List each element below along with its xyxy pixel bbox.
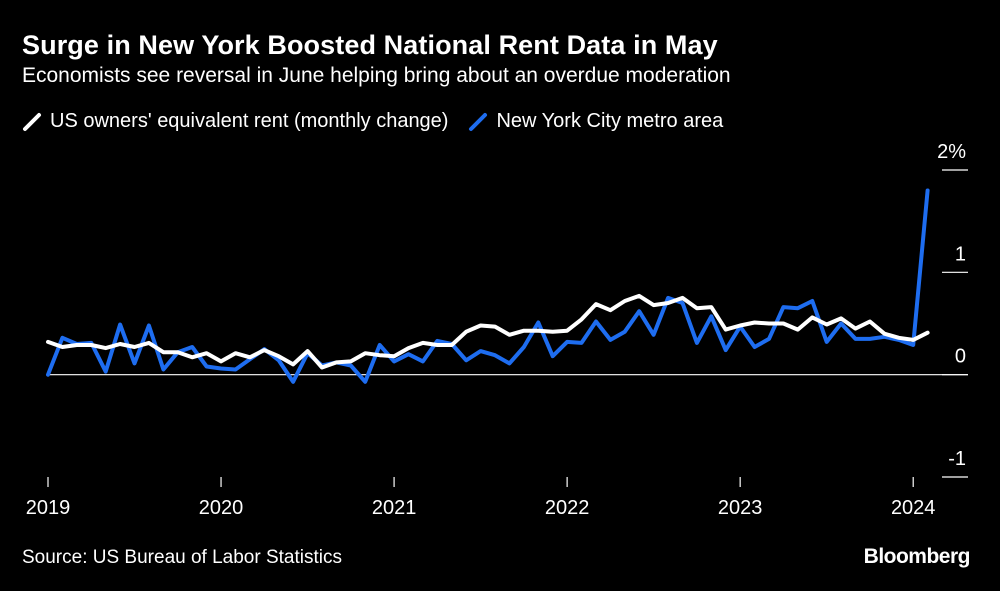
x-tick-label: 2022 (545, 497, 590, 519)
series-line-us-oer (46, 293, 930, 370)
bloomberg-logo: Bloomberg (863, 545, 971, 568)
x-tick-label: 2023 (718, 497, 763, 519)
x-tick-label: 2020 (199, 497, 244, 519)
chart-title: Surge in New York Boosted National Rent … (22, 30, 718, 60)
y-tick-label: 1 (955, 243, 966, 265)
series-line-nyc (46, 188, 930, 384)
legend-item-nyc: New York City metro area (468, 110, 723, 133)
legend-label-nyc: New York City metro area (496, 110, 724, 132)
legend-swatch-nyc (469, 112, 488, 131)
y-tick-label: 0 (955, 346, 966, 368)
chart-subtitle: Economists see reversal in June helping … (22, 64, 731, 87)
y-axis: 2% 1 0 -1 (48, 141, 968, 478)
y-tick-label: 2% (937, 141, 966, 163)
x-tick-label: 2021 (372, 497, 417, 519)
x-tick-label: 2019 (26, 497, 71, 519)
legend-label-us-oer: US owners' equivalent rent (monthly chan… (50, 110, 449, 132)
x-tick-label: 2024 (891, 497, 936, 519)
legend-swatch-us-oer (23, 112, 41, 131)
source-note: Source: US Bureau of Labor Statistics (22, 547, 342, 568)
series-layer (46, 188, 930, 384)
legend-item-us-oer: US owners' equivalent rent (monthly chan… (22, 110, 448, 133)
y-tick-label: -1 (948, 448, 966, 470)
x-axis: 2019 2020 2021 2022 2023 2024 (26, 477, 936, 519)
legend: US owners' equivalent rent (monthly chan… (22, 110, 743, 133)
